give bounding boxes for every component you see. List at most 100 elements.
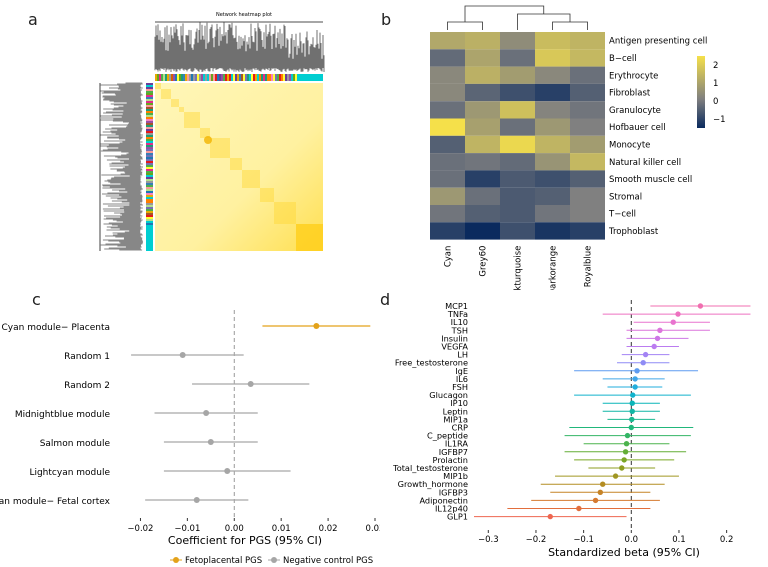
category-label: Midnightblue module <box>15 410 111 420</box>
module-color-cell <box>146 221 153 223</box>
module-color-cell <box>157 74 159 81</box>
point-estimate <box>642 351 649 358</box>
module-color-cell <box>146 187 153 189</box>
module-color-cell <box>313 74 315 81</box>
module-color-cell <box>305 74 307 81</box>
point-estimate <box>576 505 582 512</box>
module-color-cell <box>146 135 153 137</box>
heatmap-cell <box>430 101 465 119</box>
heatmap-cell <box>535 49 570 67</box>
heatmap-cell <box>500 170 535 188</box>
module-color-bar-left <box>146 83 153 251</box>
heatmap-cell <box>570 118 605 136</box>
module-color-cell <box>297 74 299 81</box>
row-label: T−cell <box>608 210 636 220</box>
module-color-cell <box>257 74 259 81</box>
module-color-cell <box>293 74 295 81</box>
module-block <box>274 202 296 224</box>
heatmap-cell <box>430 135 465 154</box>
heatmap-cell <box>465 66 500 84</box>
panel-letter-d: d <box>380 290 391 309</box>
colorbar <box>697 56 705 128</box>
module-color-cell <box>146 223 153 225</box>
module-color-cell <box>146 95 153 97</box>
column-label: Darkorange <box>549 246 559 290</box>
heatmap-cell <box>570 170 605 188</box>
heatmap-cell <box>570 222 605 240</box>
point-estimate <box>629 416 635 423</box>
point-estimate <box>597 489 604 495</box>
module-color-cell <box>146 125 153 127</box>
module-color-cell <box>146 237 153 239</box>
heatmap-cell <box>500 83 535 102</box>
category-label: Random 2 <box>64 381 110 391</box>
forest-plot-area: Cyan module− Placenta Random 1 Random 2 Mid… <box>0 310 380 534</box>
module-color-cell <box>146 147 153 149</box>
category-label: LH <box>457 350 468 360</box>
module-color-cell <box>146 93 153 95</box>
module-color-cell <box>146 211 153 213</box>
legend-swatch <box>271 557 277 563</box>
module-color-cell <box>146 157 153 159</box>
column-label: Royalblue <box>584 246 594 288</box>
module-color-cell <box>245 74 247 81</box>
module-color-cell <box>146 91 153 93</box>
module-color-cell <box>146 175 153 177</box>
heatmap-cell <box>430 153 465 171</box>
module-color-cell <box>281 74 283 81</box>
category-label: VEGFA <box>441 342 468 352</box>
heatmap-cell <box>535 170 570 188</box>
pgs-forest-plot: Cyan module− Placenta Random 1 Random 2 Mid… <box>0 310 380 566</box>
module-color-cell <box>146 179 153 181</box>
row-label: Erythrocyte <box>609 71 658 81</box>
forest-plot-area: MCP1TNFaIL10TSHInsulinVEGFALHFree_testos… <box>392 300 751 545</box>
module-color-cell <box>146 139 153 141</box>
category-label: Random 1 <box>64 352 110 362</box>
module-color-cell <box>146 195 153 197</box>
module-color-cell <box>209 74 211 81</box>
colorbar-tick-label: 2 <box>713 61 718 71</box>
module-color-cell <box>251 74 253 81</box>
category-label: Adiponectin <box>419 495 468 505</box>
heatmap-cell <box>570 187 605 205</box>
module-color-cell <box>167 74 169 81</box>
module-color-cell <box>146 151 153 153</box>
category-label: FSH <box>452 382 468 392</box>
module-block-peak <box>204 136 212 144</box>
point-estimate <box>207 439 214 445</box>
module-color-cell <box>146 241 153 243</box>
module-color-cell <box>146 159 153 161</box>
module-color-cell <box>146 97 153 99</box>
x-tick-label: −0.01 <box>174 524 200 534</box>
network-heatmap-panel: Network heatmap plot <box>99 12 325 251</box>
module-color-cell <box>146 87 153 89</box>
point-estimate <box>651 343 657 350</box>
heatmap-cell <box>500 135 535 154</box>
module-color-cell <box>146 141 153 143</box>
heatmap-cell <box>570 83 605 102</box>
module-color-cell <box>263 74 265 81</box>
point-estimate <box>675 311 681 317</box>
heatmap-cell <box>535 187 570 205</box>
top-dendrogram-branches <box>154 22 325 72</box>
x-tick-label: 0.02 <box>319 524 338 534</box>
column-label: Grey60 <box>479 246 489 277</box>
category-label: IGFBP3 <box>439 487 468 497</box>
module-block <box>296 224 323 251</box>
module-block <box>184 112 200 128</box>
module-color-cell <box>146 217 153 219</box>
heatmap-cell <box>465 32 500 50</box>
point-estimate <box>670 319 676 325</box>
heatmap-cell <box>430 170 465 188</box>
module-color-cell <box>307 74 309 81</box>
module-color-cell <box>271 74 273 81</box>
row-label: Granulocyte <box>609 106 661 116</box>
heatmap-cell <box>500 101 535 119</box>
module-block <box>179 107 184 112</box>
module-color-cell <box>146 191 153 193</box>
module-color-cell <box>146 231 153 233</box>
module-color-cell <box>171 74 173 81</box>
module-color-cell <box>146 205 153 207</box>
module-color-cell <box>146 247 153 249</box>
module-color-cell <box>146 101 153 103</box>
